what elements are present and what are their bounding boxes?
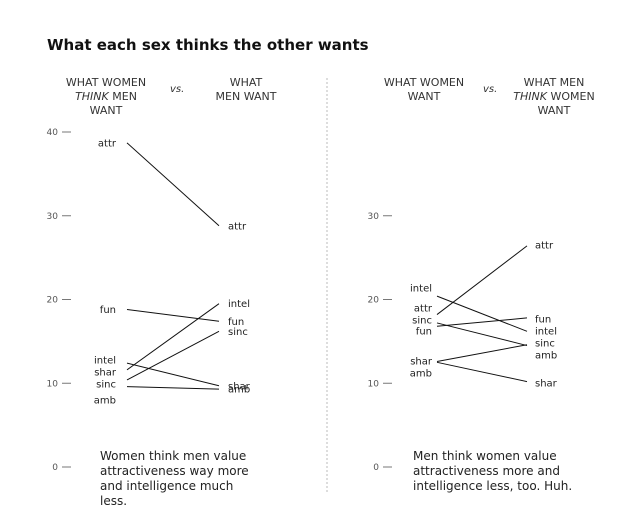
right-point-label-shar: shar (535, 379, 558, 390)
y-tick-label: 20 (368, 296, 380, 306)
y-tick-label: 30 (47, 212, 59, 222)
right-point-label-attr: attr (535, 241, 554, 252)
slope-line-fun (126, 309, 220, 322)
y-tick-label: 10 (47, 379, 59, 389)
y-tick-label: 20 (47, 296, 59, 306)
right-point-label-sinc: sinc (535, 339, 555, 350)
left-annotation: Women think men value attractiveness way… (100, 449, 249, 508)
right-point-label-amb: amb (228, 385, 250, 396)
slope-line-attr (126, 142, 220, 227)
left-point-label-fun: fun (100, 305, 116, 316)
left-point-label-sinc: sinc (412, 316, 432, 327)
left-point-label-attr: attr (98, 138, 117, 149)
left-point-label-attr: attr (414, 304, 433, 315)
left-point-label-amb: amb (410, 369, 432, 380)
y-tick-label: 0 (52, 463, 58, 473)
right-vs-label: vs. (483, 84, 498, 95)
slope-line-intel (436, 295, 528, 332)
left-column-header-women-think: WHAT WOMEN THINK MEN WANT (65, 76, 147, 117)
right-annotation: Men think women value attractiveness mor… (413, 449, 573, 493)
left-column-header-men-want: WHAT MEN WANT (215, 76, 277, 103)
slope-line-intel (126, 303, 220, 371)
slope-line-sinc (436, 322, 528, 347)
y-tick-label: 30 (368, 212, 380, 222)
left-point-label-intel: intel (410, 284, 432, 295)
slope-line-fun (436, 317, 528, 327)
y-tick-label: 0 (373, 463, 379, 473)
left-point-label-fun: fun (416, 327, 432, 338)
right-point-label-sinc: sinc (228, 327, 248, 338)
slope-line-amb (436, 361, 528, 383)
right-point-label-fun: fun (228, 317, 244, 328)
left-point-label-sinc: sinc (96, 380, 116, 391)
left-point-label-intel: intel (94, 356, 116, 367)
right-point-label-attr: attr (228, 221, 247, 232)
right-point-label-intel: intel (228, 299, 250, 310)
y-tick-label: 40 (47, 128, 59, 138)
slope-line-amb (126, 386, 220, 390)
right-point-label-amb: amb (535, 351, 557, 362)
left-vs-label: vs. (170, 84, 185, 95)
right-point-label-shar: shar (228, 381, 251, 392)
right-point-label-intel: intel (535, 327, 557, 338)
slope-line-shar (436, 344, 528, 362)
slope-line-shar (126, 362, 220, 387)
slope-line-sinc (126, 330, 220, 381)
page-title: What each sex thinks the other wants (47, 36, 369, 54)
slope-line-attr (436, 245, 528, 315)
left-point-label-shar: shar (94, 368, 117, 379)
right-point-label-fun: fun (535, 315, 551, 326)
left-point-label-amb: amb (94, 396, 116, 407)
right-column-header-men-think: WHAT MEN THINK WOMEN WANT (513, 76, 595, 117)
y-tick-label: 10 (368, 379, 380, 389)
right-column-header-women-want: WHAT WOMEN WANT (383, 76, 465, 103)
left-point-label-shar: shar (410, 357, 433, 368)
